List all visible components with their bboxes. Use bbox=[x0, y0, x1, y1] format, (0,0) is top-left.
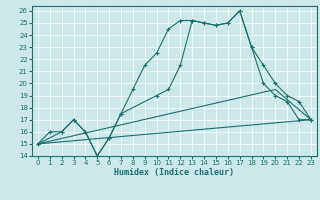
X-axis label: Humidex (Indice chaleur): Humidex (Indice chaleur) bbox=[115, 168, 234, 177]
